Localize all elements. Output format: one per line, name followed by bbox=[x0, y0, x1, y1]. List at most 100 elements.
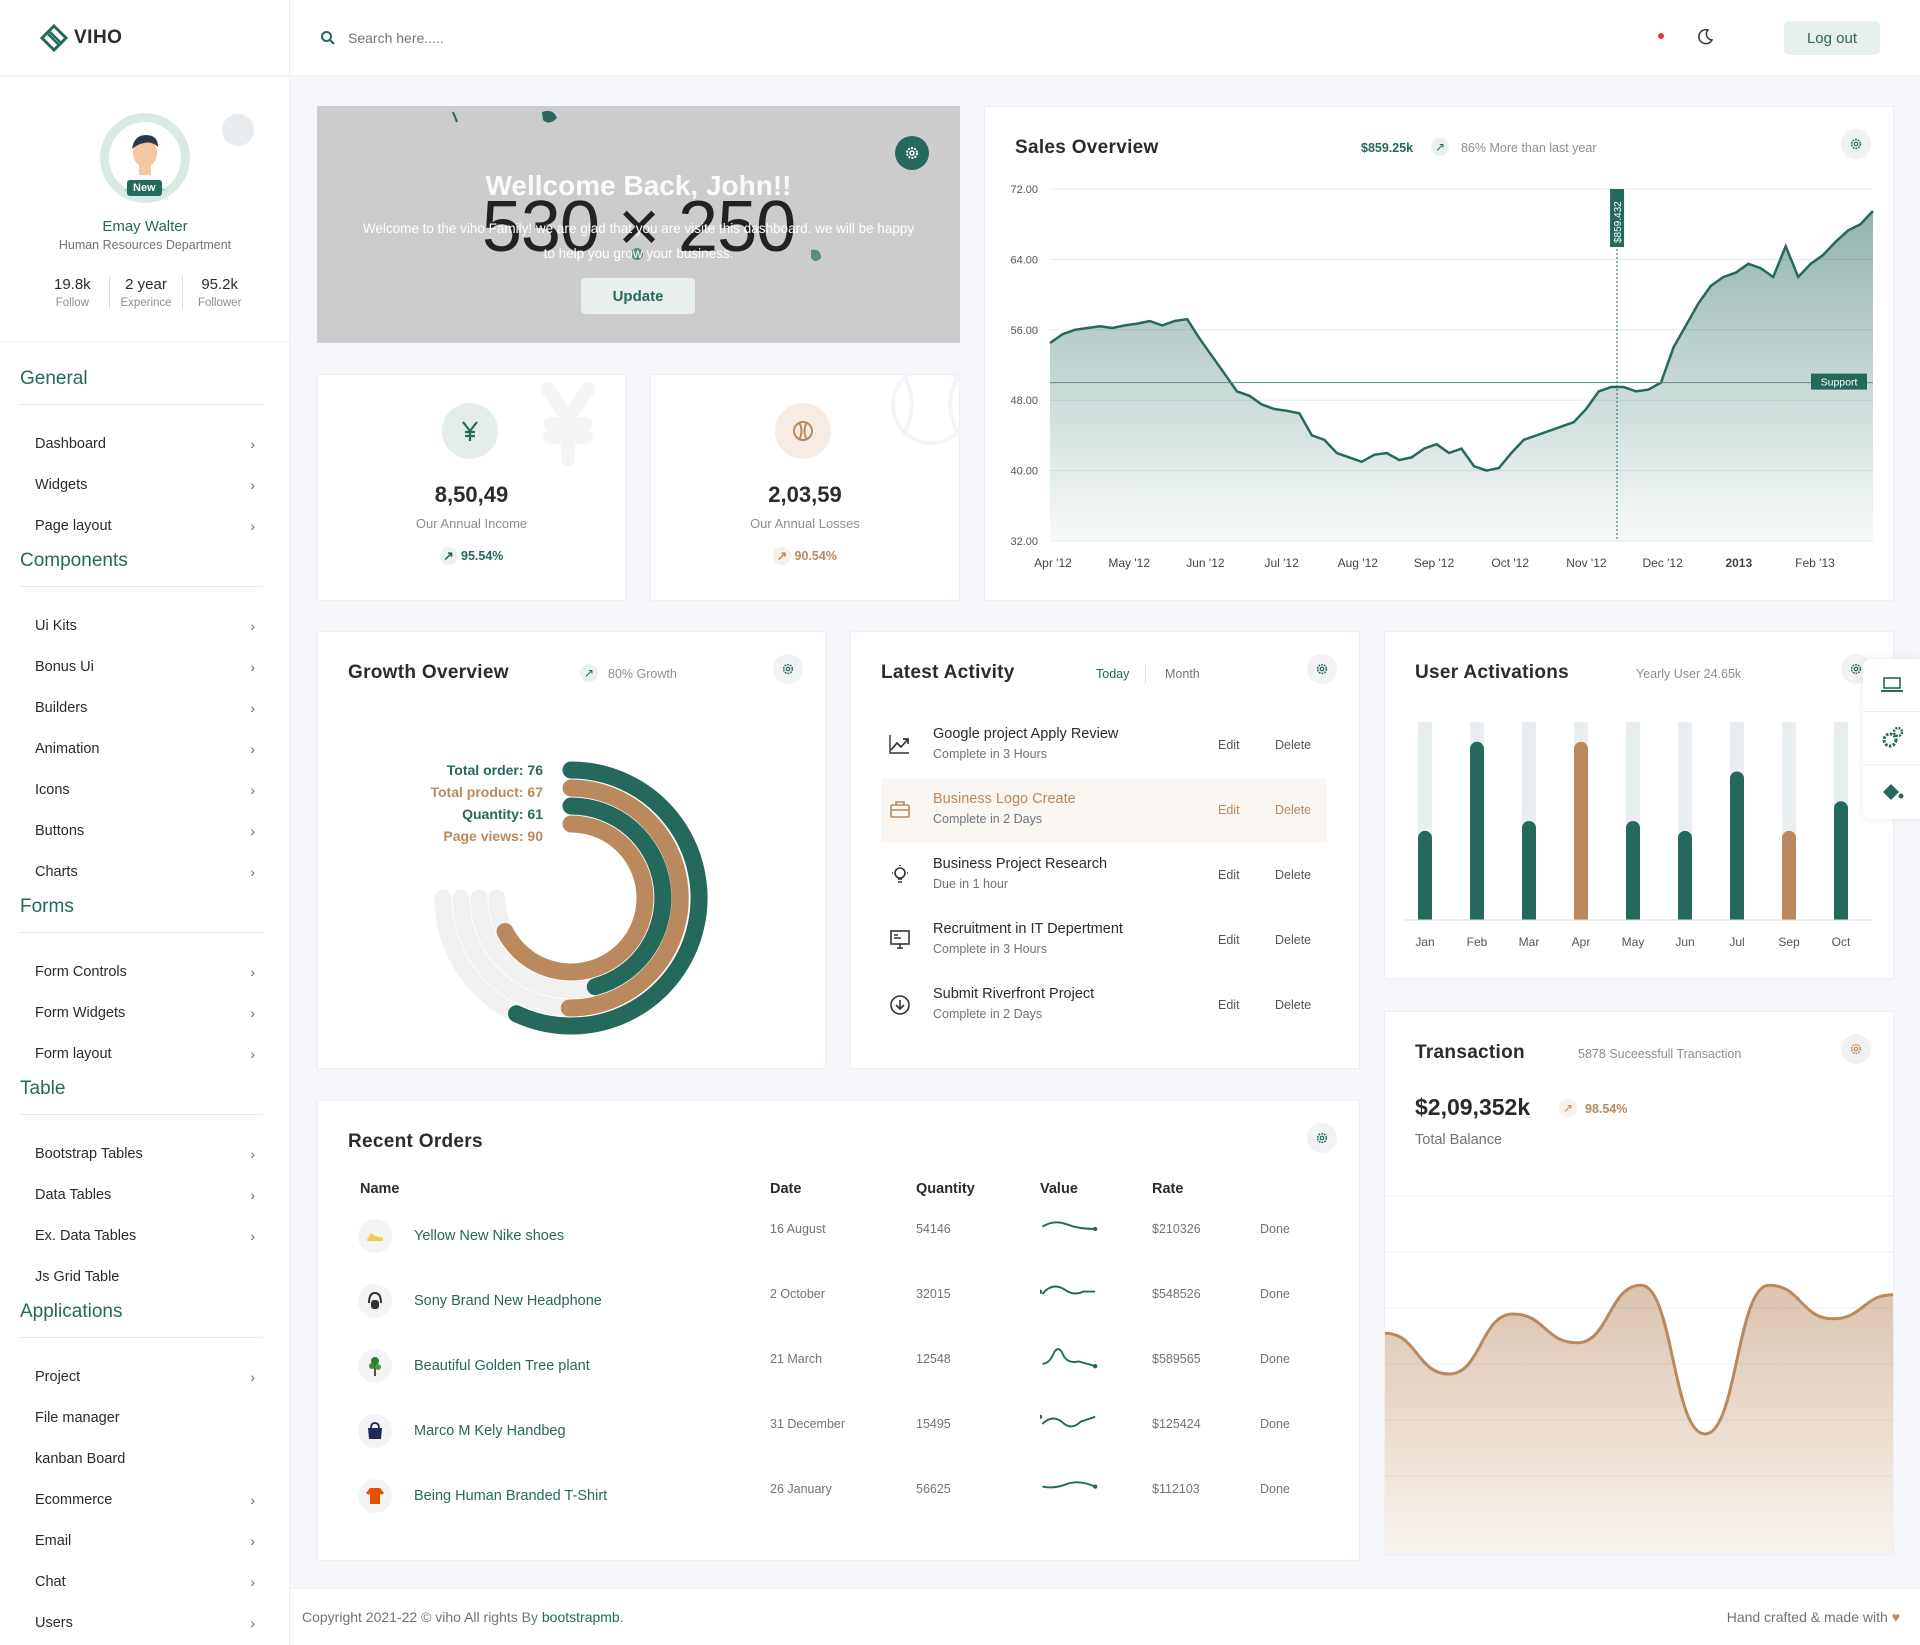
x-tick-label: Sep bbox=[1778, 935, 1800, 949]
welcome-settings-button[interactable] bbox=[895, 136, 929, 170]
settings-circle[interactable] bbox=[222, 114, 254, 146]
product-name[interactable]: Beautiful Golden Tree plant bbox=[414, 1358, 590, 1374]
x-tick-label: Jun '12 bbox=[1186, 556, 1225, 570]
bar[interactable] bbox=[1730, 771, 1744, 921]
delete-link[interactable]: Delete bbox=[1275, 933, 1312, 947]
sidebar-item[interactable]: Form Widgets › bbox=[20, 992, 255, 1033]
layout-tool-button[interactable] bbox=[1863, 659, 1920, 712]
bar[interactable] bbox=[1678, 830, 1692, 920]
search-input[interactable] bbox=[348, 30, 648, 46]
laptop-icon bbox=[1880, 677, 1903, 692]
trending-up-icon bbox=[889, 735, 909, 754]
sidebar-item[interactable]: Data Tables › bbox=[20, 1174, 255, 1215]
recent-orders-card: Recent Orders Name Date Quantity Value R… bbox=[317, 1100, 1360, 1561]
order-rate: $112103 bbox=[1152, 1482, 1200, 1496]
transaction-settings-button[interactable] bbox=[1841, 1034, 1871, 1064]
arrow-up-icon: ↗ bbox=[580, 664, 598, 682]
edit-link[interactable]: Edit bbox=[1218, 803, 1240, 817]
logout-button[interactable]: Log out bbox=[1784, 21, 1880, 55]
income-icon-wrap bbox=[442, 403, 498, 459]
activity-item[interactable]: Business Project Research Due in 1 hour Ed… bbox=[881, 844, 1327, 908]
delete-link[interactable]: Delete bbox=[1275, 803, 1312, 817]
growth-settings-button[interactable] bbox=[773, 654, 803, 684]
sidebar-item[interactable]: Email › bbox=[20, 1520, 255, 1561]
update-button[interactable]: Update bbox=[581, 278, 695, 314]
sidebar-item[interactable]: Charts › bbox=[20, 851, 255, 892]
product-name[interactable]: Sony Brand New Headphone bbox=[414, 1293, 602, 1309]
sidebar-item[interactable]: Chat › bbox=[20, 1561, 255, 1602]
sidebar-item[interactable]: Dashboard › bbox=[20, 423, 255, 464]
sidebar-item[interactable]: Icons › bbox=[20, 769, 255, 810]
gear-icon bbox=[782, 663, 794, 675]
sidebar-item[interactable]: Ex. Data Tables › bbox=[20, 1215, 255, 1256]
bar-base bbox=[1522, 912, 1536, 920]
activity-item[interactable]: Google project Apply Review Complete in 3… bbox=[881, 714, 1327, 778]
bar[interactable] bbox=[1418, 830, 1432, 920]
product-name[interactable]: Being Human Branded T-Shirt bbox=[414, 1488, 608, 1504]
orders-settings-button[interactable] bbox=[1307, 1123, 1337, 1153]
bar[interactable] bbox=[1470, 741, 1484, 920]
sidebar-item[interactable]: Bootstrap Tables › bbox=[20, 1133, 255, 1174]
author-link[interactable]: bootstrapmb bbox=[541, 1609, 620, 1625]
sidebar-item[interactable]: Page layout › bbox=[20, 505, 255, 546]
sidebar-item[interactable]: kanban Board bbox=[20, 1438, 255, 1479]
activity-settings-button[interactable] bbox=[1307, 654, 1337, 684]
sidebar-item[interactable]: Buttons › bbox=[20, 810, 255, 851]
bar[interactable] bbox=[1834, 801, 1848, 920]
bar[interactable] bbox=[1522, 821, 1536, 920]
logo[interactable]: VIHO bbox=[0, 0, 290, 76]
customizer-tool-button[interactable] bbox=[1863, 712, 1920, 765]
sidebar-item-label: Data Tables bbox=[35, 1186, 112, 1203]
sidebar-item[interactable]: Ui Kits › bbox=[20, 605, 255, 646]
search-icon[interactable] bbox=[320, 30, 336, 46]
sidebar-item[interactable]: Ecommerce › bbox=[20, 1479, 255, 1520]
sidebar-item[interactable]: Bonus Ui › bbox=[20, 646, 255, 687]
profile-department: Human Resources Department bbox=[58, 238, 232, 252]
sidebar-item[interactable]: Users › bbox=[20, 1602, 255, 1643]
sidebar-item[interactable]: File manager bbox=[20, 1397, 255, 1438]
bar[interactable] bbox=[1782, 830, 1796, 920]
activity-item[interactable]: Business Logo Create Complete in 2 Days Ed… bbox=[881, 779, 1327, 843]
delete-link[interactable]: Delete bbox=[1275, 868, 1312, 882]
table-row[interactable]: Being Human Branded T-Shirt 26 January 566… bbox=[348, 1468, 1290, 1533]
activity-item[interactable]: Recruitment in IT Depertment Complete in … bbox=[881, 909, 1327, 973]
activity-time: Due in 1 hour bbox=[933, 877, 1009, 891]
sidebar-item[interactable]: Animation › bbox=[20, 728, 255, 769]
edit-link[interactable]: Edit bbox=[1218, 868, 1240, 882]
table-row[interactable]: Yellow New Nike shoes 16 August 54146 $2103… bbox=[348, 1208, 1290, 1273]
color-tool-button[interactable] bbox=[1863, 765, 1920, 818]
sidebar-item[interactable]: Project › bbox=[20, 1356, 255, 1397]
sidebar-item[interactable]: Form Controls › bbox=[20, 951, 255, 992]
sidebar-item[interactable]: Form layout › bbox=[20, 1033, 255, 1074]
profile-name[interactable]: Emay Walter bbox=[102, 218, 188, 235]
activity-item[interactable]: Submit Riverfront Project Complete in 2 D… bbox=[881, 974, 1327, 1038]
chevron-right-icon: › bbox=[250, 1492, 255, 1508]
product-name[interactable]: Yellow New Nike shoes bbox=[414, 1228, 565, 1244]
notification-dot[interactable] bbox=[1658, 33, 1664, 39]
latest-activity-card: Latest Activity Today Month Google proje… bbox=[850, 631, 1360, 1069]
bar[interactable] bbox=[1574, 741, 1588, 920]
chevron-right-icon: › bbox=[250, 618, 255, 634]
edit-link[interactable]: Edit bbox=[1218, 738, 1240, 752]
sales-settings-button[interactable] bbox=[1841, 129, 1871, 159]
edit-link[interactable]: Edit bbox=[1218, 933, 1240, 947]
tab-today[interactable]: Today bbox=[1096, 667, 1130, 681]
bar[interactable] bbox=[1626, 821, 1640, 920]
briefcase-icon bbox=[890, 801, 910, 818]
user-activations-card: User Activations Yearly User 24.65k Jan F… bbox=[1384, 631, 1894, 979]
product-name[interactable]: Marco M Kely Handbeg bbox=[414, 1423, 566, 1439]
sidebar-item[interactable]: Builders › bbox=[20, 687, 255, 728]
transaction-card: Transaction 5878 Suceessfull Transaction… bbox=[1384, 1011, 1894, 1556]
table-row[interactable]: Sony Brand New Headphone 2 October 32015 $5… bbox=[348, 1273, 1290, 1338]
tab-month[interactable]: Month bbox=[1165, 667, 1200, 681]
arrow-up-icon: ↗ bbox=[439, 547, 458, 565]
sidebar-item[interactable]: Widgets › bbox=[20, 464, 255, 505]
table-row[interactable]: Beautiful Golden Tree plant 21 March 12548… bbox=[348, 1338, 1290, 1403]
delete-link[interactable]: Delete bbox=[1275, 738, 1312, 752]
table-row[interactable]: Marco M Kely Handbeg 31 December 15495 $125… bbox=[348, 1403, 1290, 1468]
moon-icon[interactable] bbox=[1696, 28, 1714, 46]
edit-link[interactable]: Edit bbox=[1218, 998, 1240, 1012]
sidebar-item[interactable]: Js Grid Table bbox=[20, 1256, 255, 1297]
activity-title: Business Project Research bbox=[933, 856, 1108, 872]
delete-link[interactable]: Delete bbox=[1275, 998, 1312, 1012]
